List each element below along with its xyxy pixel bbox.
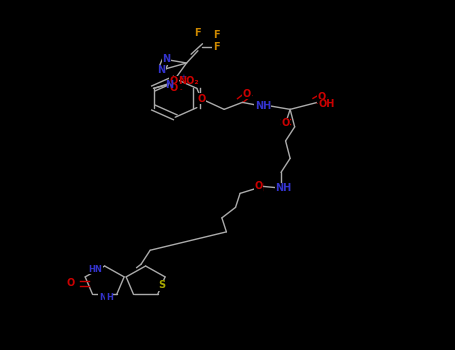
Text: F: F — [195, 28, 201, 38]
Text: O: O — [170, 76, 178, 86]
Text: NH: NH — [255, 101, 271, 111]
Text: F: F — [213, 42, 219, 52]
Text: O: O — [197, 94, 206, 104]
Text: OH: OH — [318, 99, 335, 109]
Text: O: O — [66, 279, 75, 288]
Text: O: O — [318, 92, 326, 102]
Text: +: + — [180, 74, 186, 79]
Text: N: N — [157, 65, 166, 75]
Text: HN: HN — [89, 265, 102, 274]
Text: NH: NH — [275, 183, 291, 193]
Text: N: N — [165, 80, 173, 90]
Text: F: F — [213, 30, 219, 40]
Text: N: N — [99, 293, 106, 302]
Text: O: O — [254, 181, 263, 191]
Text: NO₂: NO₂ — [178, 76, 199, 86]
Text: O: O — [243, 89, 251, 99]
Text: S: S — [158, 280, 165, 290]
Text: O: O — [170, 83, 178, 93]
Text: N: N — [162, 55, 170, 64]
Text: -: - — [180, 86, 182, 92]
Text: O: O — [282, 118, 290, 128]
Text: H: H — [106, 293, 113, 302]
